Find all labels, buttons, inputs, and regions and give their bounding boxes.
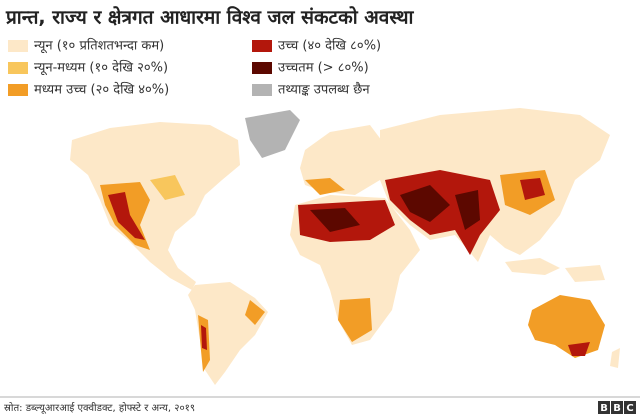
region [245, 110, 300, 158]
region [400, 185, 450, 222]
region [455, 190, 480, 230]
region [610, 348, 620, 368]
region [310, 208, 360, 232]
region [201, 325, 207, 350]
region [305, 178, 345, 195]
legend-label: उच्च (४० देखि ८०%) [278, 38, 381, 54]
logo-box [598, 401, 610, 414]
legend-swatch [8, 40, 28, 52]
legend-swatch [252, 62, 272, 74]
region [245, 300, 265, 325]
legend-label: न्यून (१० प्रतिशतभन्दा कम) [34, 38, 164, 54]
region [70, 122, 240, 290]
logo-letter: C [626, 403, 633, 414]
region [150, 175, 185, 200]
legend-swatch [252, 40, 272, 52]
legend-label: तथ्याङ्क उपलब्ध छैन [278, 82, 370, 98]
legend-swatch [252, 84, 272, 96]
logo-box [624, 401, 636, 414]
logo-letter: B [600, 403, 608, 414]
region [565, 265, 605, 282]
logo-letter: B [613, 403, 621, 414]
region [300, 125, 385, 195]
legend-label: न्यून-मध्यम (१० देखि २०%) [34, 60, 168, 76]
title: प्रान्त, राज्य र क्षेत्रगत आधारमा विश्व … [5, 6, 414, 29]
source: स्रोत: डब्ल्यूआरआई एक्वीडक्ट, होफ्स्टे र… [4, 402, 195, 414]
region [520, 178, 545, 200]
legend-swatch [8, 62, 28, 74]
region [108, 192, 145, 240]
legend: न्यून (१० प्रतिशतभन्दा कम) न्यून-मध्यम (१… [8, 38, 381, 98]
region [528, 295, 605, 358]
logo-box [611, 401, 623, 414]
legend-swatch [8, 84, 28, 96]
legend-label: मध्यम उच्च (२० देखि ४०%) [34, 82, 169, 98]
region [505, 258, 560, 275]
world-map [70, 108, 620, 385]
region [338, 298, 372, 342]
legend-label: उच्चतम (> ८०%) [278, 61, 369, 76]
region [568, 342, 590, 356]
